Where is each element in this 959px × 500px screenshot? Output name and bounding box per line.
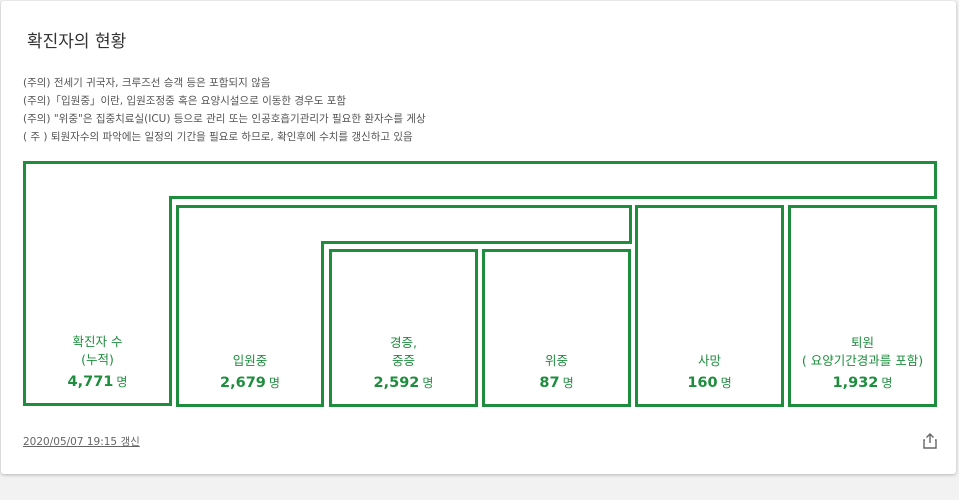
stat-number: 1,932 — [832, 375, 879, 391]
stat-value: 2,679 명 — [220, 372, 280, 394]
stat-number: 2,592 — [373, 375, 420, 391]
stat-label: 퇴원 — [850, 335, 874, 350]
stat-mild: 경증, 중증 2,592 명 — [329, 249, 478, 407]
hospitalized-frame-left — [176, 205, 179, 407]
stat-value: 4,771 명 — [68, 371, 128, 393]
hospitalized-frame-step-v — [321, 241, 324, 407]
stat-label: 확진자 수 — [72, 334, 123, 349]
note-item: (주의)「입원중」이란, 입원조정중 혹은 요양시설으로 이동한 경우도 포함 — [23, 95, 347, 107]
confirmed-frame-step — [169, 196, 937, 199]
hospitalized-frame-right — [629, 205, 632, 244]
share-icon[interactable] — [921, 432, 939, 450]
confirmed-frame-joint — [26, 195, 169, 199]
stat-discharged: 퇴원 ( 요양기간경과를 포함) 1,932 명 — [788, 205, 937, 407]
stat-label: (누적) — [81, 352, 114, 367]
stat-label: 위중 — [544, 353, 568, 368]
notes-list: (주의) 전세기 귀국자, 크루즈선 승객 등은 포함되지 않음 (주의)「입원… — [23, 74, 426, 146]
stat-unit: 명 — [116, 375, 128, 389]
hospitalized-frame-step — [321, 241, 632, 244]
stat-value: 160 명 — [687, 372, 731, 394]
note-item: (주의) "위중"은 집중치료실(ICU) 등으로 관리 또는 인공호흡기관리가… — [23, 113, 426, 125]
confirmed-frame-step-v — [169, 196, 172, 406]
stat-label: 중증 — [391, 353, 415, 368]
stat-confirmed: 확진자 수 (누적) 4,771 명 — [26, 199, 169, 403]
stat-severe: 위중 87 명 — [482, 249, 631, 407]
hospitalized-frame-bottom — [176, 404, 324, 407]
stat-unit: 명 — [422, 376, 434, 390]
stat-label: ( 요양기간경과를 포함) — [801, 353, 924, 368]
stat-unit: 명 — [881, 376, 893, 390]
stat-number: 87 — [539, 375, 560, 391]
stat-value: 87 명 — [539, 372, 573, 394]
stat-label: 경증, — [390, 335, 417, 350]
hospitalized-frame-top — [176, 205, 632, 208]
stat-label: 사망 — [697, 353, 721, 368]
status-card: 확진자의 현황 (주의) 전세기 귀국자, 크루즈선 승객 등은 포함되지 않음… — [1, 1, 956, 474]
stat-value: 2,592 명 — [374, 372, 434, 394]
last-updated-link[interactable]: 2020/05/07 19:15 갱신 — [23, 436, 140, 448]
stat-number: 2,679 — [220, 375, 266, 391]
note-item: (주의) 전세기 귀국자, 크루즈선 승객 등은 포함되지 않음 — [23, 77, 271, 89]
stat-value: 1,932 명 — [833, 372, 893, 394]
confirmed-frame-bottom — [23, 403, 172, 406]
card-title: 확진자의 현황 — [27, 32, 127, 52]
stat-unit: 명 — [720, 376, 732, 390]
stat-unit: 명 — [562, 376, 574, 390]
stat-deaths: 사망 160 명 — [635, 205, 784, 407]
stat-number: 160 — [687, 375, 718, 391]
stat-unit: 명 — [268, 376, 280, 390]
stat-label: 입원중 — [232, 353, 268, 368]
note-item: ( 주 ) 퇴원자수의 파악에는 일정의 기간을 필요로 하므로, 확인후에 수… — [23, 131, 413, 143]
stat-number: 4,771 — [67, 374, 114, 390]
confirmed-frame-top — [23, 161, 937, 199]
stat-hospitalized: 입원중 2,679 명 — [179, 244, 321, 404]
